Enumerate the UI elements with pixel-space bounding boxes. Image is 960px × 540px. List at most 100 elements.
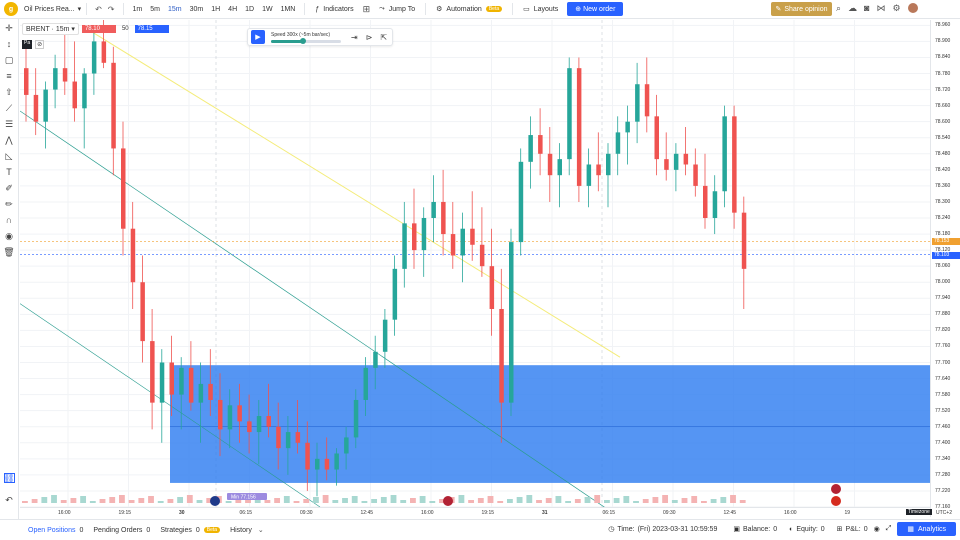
brush-icon[interactable]: ✐ (5, 182, 13, 193)
time-axis[interactable]: 16:00 19:15 30 06:15 09:30 12:45 16:00 19:15 31 0… (20, 507, 930, 517)
fib-icon[interactable]: ☰ (4, 118, 14, 129)
account-stats: ◷ Time: (Fri) 2023-03-31 10:59:59 ▣ Bala… (608, 522, 956, 536)
candle-body (285, 432, 291, 449)
tab-history[interactable]: History (230, 527, 252, 534)
volume-bar (80, 496, 87, 503)
eye-icon[interactable]: ◉ (5, 230, 13, 241)
buy-button[interactable]: 78.15 (134, 25, 169, 33)
timeframe-1W[interactable]: 1W (262, 5, 273, 13)
replay-panel: ▶ Speed 300x (~5m bar/sec) ⇥ ⊳ ⇱ (247, 28, 393, 46)
candle-body (635, 84, 640, 122)
timeframe-1D[interactable]: 1D (245, 5, 255, 13)
candle-body (479, 244, 485, 267)
trend-line (89, 30, 621, 358)
crosshair-icon[interactable]: ✛ (5, 22, 13, 33)
grid-icon[interactable]: ⊞ (362, 3, 371, 14)
price-label: 77.940 (935, 295, 951, 302)
pnl-label: P&L: (845, 525, 861, 533)
app-logo: g (4, 2, 18, 16)
step-forward-icon[interactable]: ⇥ (351, 32, 358, 42)
volume-bar (177, 497, 184, 503)
undo-icon[interactable]: ↶ (95, 4, 102, 14)
ray-icon[interactable]: ⟋ (5, 102, 13, 113)
analytics-button[interactable]: ▦ Analytics (897, 522, 956, 536)
horizontal-lines-icon[interactable]: ≡ (6, 70, 12, 81)
redo-icon[interactable]: ↷ (107, 4, 115, 14)
price-label: 77.760 (935, 343, 951, 350)
sell-button[interactable]: 78.10 (81, 25, 116, 33)
undo-draw-icon[interactable]: ↶ (5, 494, 13, 505)
candle-body (732, 116, 737, 213)
trash-icon[interactable]: 🗑 (3, 246, 15, 257)
indicators-button[interactable]: ƒ Indicators (315, 6, 353, 13)
drawing-toolbar: ✛ ↕ ▢ ≡ ⇧ ⟋ ☰ ⋀ ◺ T ✐ ✏ ∩ ◉ 🗑 ⛓ ↶ (0, 19, 19, 519)
text-icon[interactable]: T (6, 166, 12, 177)
speed-control: Speed 300x (~5m bar/sec) (271, 32, 341, 44)
tab-strategies[interactable]: Strategies 0 Beta (160, 527, 221, 534)
candle-body (53, 68, 58, 90)
eye-icon[interactable]: ◉ (873, 526, 880, 533)
vertical-line-icon[interactable]: ↕ (6, 38, 12, 49)
timeframe-1H[interactable]: 1H (211, 5, 221, 13)
legend-symbol-text: BRENT (26, 26, 50, 33)
play-button[interactable]: ▶ (251, 30, 265, 44)
cloud-icon[interactable]: ☁ (848, 3, 858, 13)
camera-icon[interactable]: ◙ (864, 3, 870, 13)
pencil-icon[interactable]: ✏ (5, 198, 13, 209)
price-label: 77.460 (935, 423, 951, 430)
play-to-icon[interactable]: ⊳ (365, 32, 373, 42)
rectangle-icon[interactable]: ▢ (4, 54, 14, 65)
link-icon[interactable]: ⛓ (3, 472, 15, 483)
timeframe-5m[interactable]: 5m (150, 5, 160, 13)
volume-bar (574, 499, 581, 503)
pattern-icon[interactable]: ⋀ (5, 134, 13, 145)
tab-open-positions[interactable]: Open Positions 0 (28, 527, 83, 534)
exit-replay-icon[interactable]: ⇱ (380, 32, 388, 42)
new-order-button[interactable]: ⊕ New order (567, 2, 624, 16)
price-axis[interactable]: 78.153 78.103 78.960 78.900 78.840 78.780 78… (930, 20, 960, 517)
timeframe-4H[interactable]: 4H (228, 5, 238, 13)
speed-slider[interactable] (271, 37, 341, 44)
beta-badge: Beta (203, 527, 221, 533)
volume-bar (283, 496, 290, 503)
volume-bar (584, 497, 591, 503)
settings-icon[interactable]: ⚙ (892, 3, 901, 13)
candle-body (208, 383, 213, 400)
candle-body (227, 405, 233, 430)
candle-body (256, 416, 262, 433)
share-opinion-button[interactable]: ✎ Share opinion (771, 2, 832, 16)
price-chart[interactable]: Min 77.156 (20, 20, 930, 507)
magnet-icon[interactable]: ∩ (5, 214, 13, 225)
timeframe-1MN[interactable]: 1MN (280, 5, 296, 13)
symbol-selector[interactable]: Oil Prices Rea... ▾ (24, 5, 81, 14)
timeframe-30m[interactable]: 30m (189, 5, 204, 13)
candle-body (111, 62, 116, 149)
ca-flag-icon (831, 496, 841, 506)
arrow-up-icon[interactable]: ⇧ (5, 86, 13, 97)
time-label: 06:15 (602, 510, 616, 516)
fullscreen-icon[interactable]: ⤢ (885, 525, 892, 532)
measure-icon[interactable]: ◺ (5, 150, 13, 161)
search-icon[interactable]: ⌕ (836, 3, 842, 13)
chevron-down-icon[interactable]: ⌄ (257, 527, 264, 534)
automation-button[interactable]: ⚙ Automation Beta (436, 5, 503, 13)
timeframe-1m[interactable]: 1m (132, 5, 143, 13)
speed-slider-knob[interactable] (299, 37, 306, 44)
time-label: Time: (617, 525, 635, 533)
price-label: 78.180 (935, 231, 951, 238)
tab-pending-orders[interactable]: Pending Orders 0 (93, 527, 150, 534)
jump-to-button[interactable]: ⤳ Jump To (379, 5, 415, 13)
candle-body (91, 41, 97, 74)
balance-value: 0 (773, 525, 778, 533)
utc-label[interactable]: UTC+2 (936, 510, 952, 516)
hide-icon[interactable]: ⊘ (35, 40, 45, 49)
layouts-button[interactable]: ▭ Layouts (523, 5, 558, 14)
legend-symbol[interactable]: BRENT · 15m ▾ (22, 23, 79, 35)
timeframe-15m[interactable]: 15m (167, 5, 182, 13)
share-icon[interactable]: ⋈ (876, 3, 886, 13)
timeframe-group: 1m 5m 15m 30m 1H 4H 1D 1W 1MN (129, 6, 300, 13)
volume-bar (613, 498, 620, 503)
timezone-badge[interactable]: Timezone (906, 509, 932, 515)
volume-bar (604, 500, 610, 503)
avatar-icon[interactable] (907, 3, 918, 13)
